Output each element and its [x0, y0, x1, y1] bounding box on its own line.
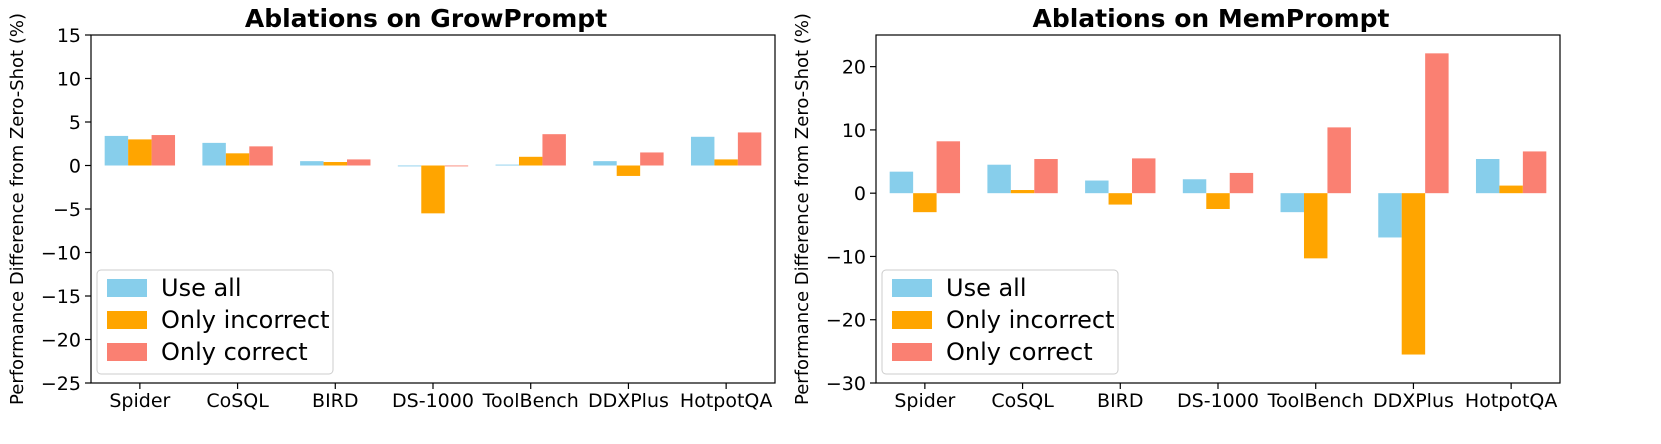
bar-only-correct-bird — [347, 159, 371, 166]
bar-only-incorrect-hotpotqa — [714, 159, 738, 166]
bar-only-incorrect-bird — [1108, 193, 1133, 205]
chart-title: Ablations on MemPrompt — [1032, 4, 1389, 33]
bar-only-correct-toolbench — [542, 134, 566, 166]
bar-use-all-hotpotqa — [690, 136, 715, 166]
x-tick-label: Spider — [109, 390, 170, 412]
bar-use-all-bird — [300, 161, 324, 166]
bar-only-correct-ddxplus — [640, 152, 664, 166]
x-tick-label: ToolBench — [1267, 390, 1364, 412]
x-tick-label: DS-1000 — [1177, 390, 1259, 412]
x-tick-label: BIRD — [1097, 390, 1143, 412]
y-tick-label: −5 — [53, 199, 81, 221]
y-tick-label: −20 — [41, 330, 81, 352]
legend-label: Only incorrect — [946, 306, 1115, 334]
x-tick-label: DDXPlus — [588, 390, 669, 412]
y-tick-label: 5 — [69, 112, 81, 134]
legend-swatch — [892, 279, 932, 297]
x-tick-label: HotpotQA — [1465, 390, 1557, 412]
bar-only-correct-ds-1000 — [1229, 172, 1254, 194]
x-tick-label: CoSQL — [991, 390, 1054, 412]
bar-use-all-toolbench — [1280, 193, 1304, 213]
x-tick-label: Spider — [894, 390, 955, 412]
legend-swatch — [892, 311, 932, 329]
bar-only-correct-toolbench — [1327, 127, 1351, 194]
bar-only-incorrect-hotpotqa — [1499, 185, 1523, 194]
y-tick-label: 15 — [57, 25, 81, 47]
bar-use-all-ddxplus — [1378, 193, 1402, 238]
y-axis-label: Performance Difference from Zero-Shot (%… — [792, 13, 813, 405]
bar-only-correct-spider — [936, 141, 961, 194]
bar-only-incorrect-ds-1000 — [1206, 193, 1230, 209]
bar-only-incorrect-bird — [323, 162, 348, 166]
bar-use-all-hotpotqa — [1475, 159, 1500, 194]
bar-use-all-spider — [104, 135, 129, 166]
y-tick-label: 10 — [842, 120, 866, 142]
legend-label: Use all — [161, 274, 242, 302]
bar-only-correct-hotpotqa — [737, 132, 762, 166]
bar-use-all-ds-1000 — [1182, 179, 1207, 194]
legend-swatch — [107, 311, 147, 329]
bar-only-incorrect-ds-1000 — [421, 165, 445, 214]
y-axis-label: Performance Difference from Zero-Shot (%… — [7, 13, 28, 405]
y-tick-label: −10 — [826, 246, 866, 268]
legend-label: Only incorrect — [161, 306, 330, 334]
bar-use-all-toolbench — [495, 164, 519, 166]
chart-title: Ablations on GrowPrompt — [245, 4, 607, 33]
bar-only-correct-spider — [151, 135, 176, 166]
legend-label: Only correct — [161, 338, 308, 366]
bar-only-incorrect-spider — [128, 139, 152, 166]
y-tick-label: −20 — [826, 310, 866, 332]
legend: Use all Only incorrect Only correct — [881, 269, 1119, 375]
y-tick-label: 10 — [57, 69, 81, 91]
bar-only-correct-ddxplus — [1425, 53, 1449, 194]
legend-box — [881, 269, 1119, 375]
legend-label: Only correct — [946, 338, 1093, 366]
bar-use-all-cosql — [202, 142, 226, 166]
bar-only-correct-cosql — [1034, 159, 1058, 194]
legend-swatch — [107, 279, 147, 297]
bar-use-all-cosql — [987, 164, 1011, 194]
y-tick-label: 0 — [69, 156, 81, 178]
x-tick-label: CoSQL — [206, 390, 269, 412]
legend-swatch — [107, 343, 147, 361]
x-tick-label: BIRD — [312, 390, 358, 412]
legend-swatch — [892, 343, 932, 361]
y-tick-label: −25 — [41, 373, 81, 395]
bar-use-all-ds-1000 — [397, 165, 422, 167]
y-tick-label: −30 — [826, 373, 866, 395]
x-tick-label: ToolBench — [482, 390, 579, 412]
legend: Use all Only incorrect Only correct — [96, 269, 334, 375]
bar-only-correct-bird — [1132, 158, 1156, 194]
bar-only-incorrect-ddxplus — [1401, 193, 1426, 355]
bar-only-correct-hotpotqa — [1522, 151, 1547, 194]
legend-label: Use all — [946, 274, 1027, 302]
x-tick-label: HotpotQA — [680, 390, 772, 412]
y-tick-label: −15 — [41, 286, 81, 308]
bar-only-incorrect-cosql — [1010, 190, 1035, 194]
bar-use-all-spider — [889, 171, 914, 194]
bar-only-incorrect-ddxplus — [616, 165, 641, 176]
x-tick-label: DS-1000 — [392, 390, 474, 412]
bar-only-incorrect-toolbench — [1303, 193, 1328, 259]
bar-only-incorrect-toolbench — [518, 156, 543, 166]
bar-use-all-bird — [1085, 180, 1109, 194]
bar-only-incorrect-spider — [913, 193, 937, 213]
bar-only-correct-ds-1000 — [444, 165, 469, 167]
bar-only-correct-cosql — [249, 146, 273, 166]
bar-only-incorrect-cosql — [225, 153, 250, 166]
x-tick-label: DDXPlus — [1373, 390, 1454, 412]
y-tick-label: 0 — [854, 183, 866, 205]
bar-use-all-ddxplus — [593, 161, 617, 166]
chart-memprompt: Ablations on MemPrompt Performance Differ… — [792, 4, 1561, 412]
y-tick-label: 20 — [842, 57, 866, 79]
y-tick-label: −10 — [41, 243, 81, 265]
chart-growprompt: Ablations on GrowPrompt Performance Diffe… — [7, 4, 776, 412]
legend-box — [96, 269, 334, 375]
